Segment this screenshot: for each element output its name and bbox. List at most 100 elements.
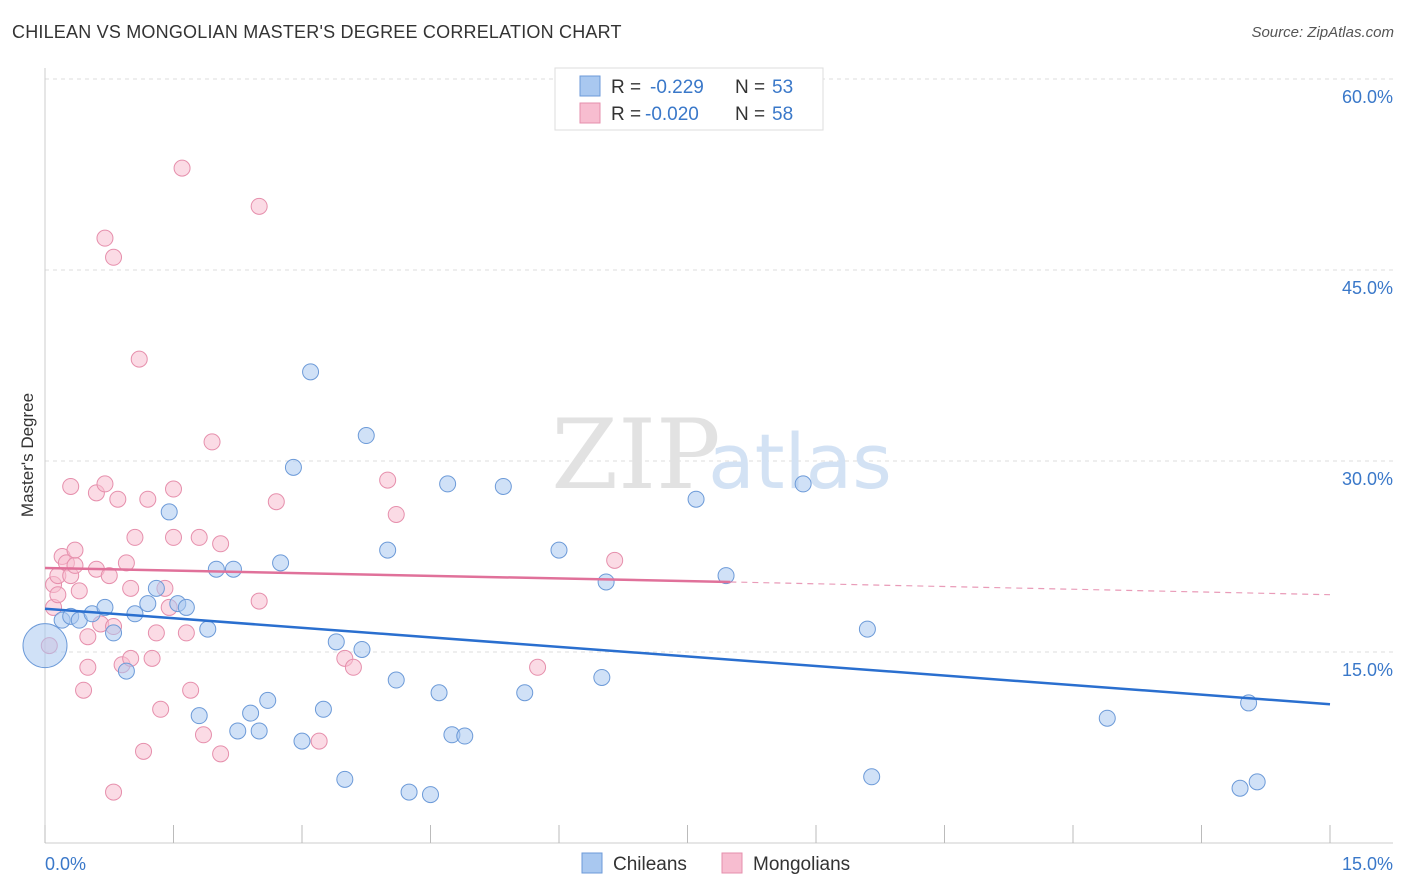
data-point <box>194 726 212 744</box>
data-point <box>229 722 247 740</box>
data-point <box>794 475 812 493</box>
legend-bottom-chileans-label: Chileans <box>613 854 687 875</box>
trend-lines <box>44 566 1331 706</box>
data-point <box>272 554 290 572</box>
data-point <box>250 592 268 610</box>
data-point <box>62 477 80 495</box>
y-tick-label: 15.0% <box>1342 660 1393 680</box>
data-point <box>105 624 123 642</box>
data-point <box>79 658 97 676</box>
y-axis-label: Master's Degree <box>18 393 37 517</box>
data-point <box>400 783 418 801</box>
data-point <box>203 433 221 451</box>
data-point <box>327 633 345 651</box>
data-point <box>250 722 268 740</box>
legend-series: Chileans Mongolians <box>581 852 850 875</box>
data-point <box>109 490 127 508</box>
data-point <box>250 197 268 215</box>
data-point <box>284 458 302 476</box>
data-point <box>336 770 354 788</box>
legend-mongolians-n-label: N = <box>735 104 765 125</box>
watermark-atlas: atlas <box>708 417 892 506</box>
data-point <box>456 727 474 745</box>
legend-chileans-n-label: N = <box>735 77 765 98</box>
data-point <box>135 742 153 760</box>
data-point <box>96 598 114 616</box>
data-point <box>529 658 547 676</box>
data-point <box>430 684 448 702</box>
data-point <box>593 668 611 686</box>
data-point <box>126 528 144 546</box>
data-point <box>259 691 277 709</box>
data-point <box>597 573 615 591</box>
data-point <box>139 490 157 508</box>
data-point <box>302 363 320 381</box>
legend-mongolians-n-value: 58 <box>772 104 793 125</box>
data-point <box>177 598 195 616</box>
legend-bottom-mongolians-swatch <box>721 852 743 874</box>
data-point <box>117 662 135 680</box>
legend-chileans-r-value: -0.229 <box>650 77 704 98</box>
y-tick-label: 45.0% <box>1342 278 1393 298</box>
data-point <box>242 704 260 722</box>
data-point <box>687 490 705 508</box>
data-point <box>147 579 165 597</box>
y-tick-label: 60.0% <box>1342 87 1393 107</box>
data-point <box>190 528 208 546</box>
series-chileans <box>22 363 1266 804</box>
data-point <box>173 159 191 177</box>
data-point <box>353 640 371 658</box>
data-point <box>494 477 512 495</box>
data-point <box>199 620 217 638</box>
data-point <box>344 658 362 676</box>
data-point <box>516 684 534 702</box>
chart-title: CHILEAN VS MONGOLIAN MASTER'S DEGREE COR… <box>12 22 622 42</box>
data-point <box>314 700 332 718</box>
data-point <box>224 560 242 578</box>
grid-lines <box>45 78 1393 653</box>
data-point <box>79 628 97 646</box>
trend-line-mongolians-extension <box>730 581 1331 596</box>
data-point <box>165 528 182 546</box>
trend-line-chileans <box>44 607 1331 706</box>
data-point <box>160 503 178 521</box>
data-point <box>379 471 397 489</box>
data-point <box>212 745 230 763</box>
data-point <box>105 248 123 266</box>
data-point <box>439 475 457 493</box>
data-point <box>293 732 311 750</box>
legend-mongolians-r-label: R = <box>611 104 641 125</box>
data-point <box>387 671 405 689</box>
series-mongolians <box>40 159 624 801</box>
data-point <box>100 567 118 585</box>
data-point <box>147 624 165 642</box>
data-point <box>66 556 84 574</box>
data-point <box>122 579 140 597</box>
data-point <box>105 783 123 801</box>
data-point <box>152 700 170 718</box>
x-tick-label: 15.0% <box>1342 854 1393 874</box>
data-point <box>310 732 328 750</box>
legend-bottom-mongolians-label: Mongolians <box>753 854 850 875</box>
y-tick-labels: 15.0% 30.0% 45.0% 60.0% <box>1342 87 1393 680</box>
data-point <box>130 350 148 368</box>
data-point <box>190 707 208 725</box>
data-point <box>177 624 195 642</box>
legend-chileans-r-label: R = <box>611 77 641 98</box>
data-point <box>96 475 114 493</box>
x-tick-labels: 0.0% 15.0% <box>45 854 1393 874</box>
axes <box>44 68 1393 844</box>
data-point <box>267 493 285 511</box>
data-point <box>75 681 93 699</box>
data-point <box>165 480 182 498</box>
data-point <box>858 620 876 638</box>
data-point <box>1231 779 1249 797</box>
legend-chileans-n-value: 53 <box>772 77 793 98</box>
data-point <box>96 229 114 247</box>
legend-mongolians-r-value: -0.020 <box>645 104 699 125</box>
legend-mongolians-swatch <box>579 102 601 124</box>
data-point <box>143 649 161 667</box>
data-point <box>1248 773 1266 791</box>
legend-bottom-chileans-swatch <box>581 852 603 874</box>
